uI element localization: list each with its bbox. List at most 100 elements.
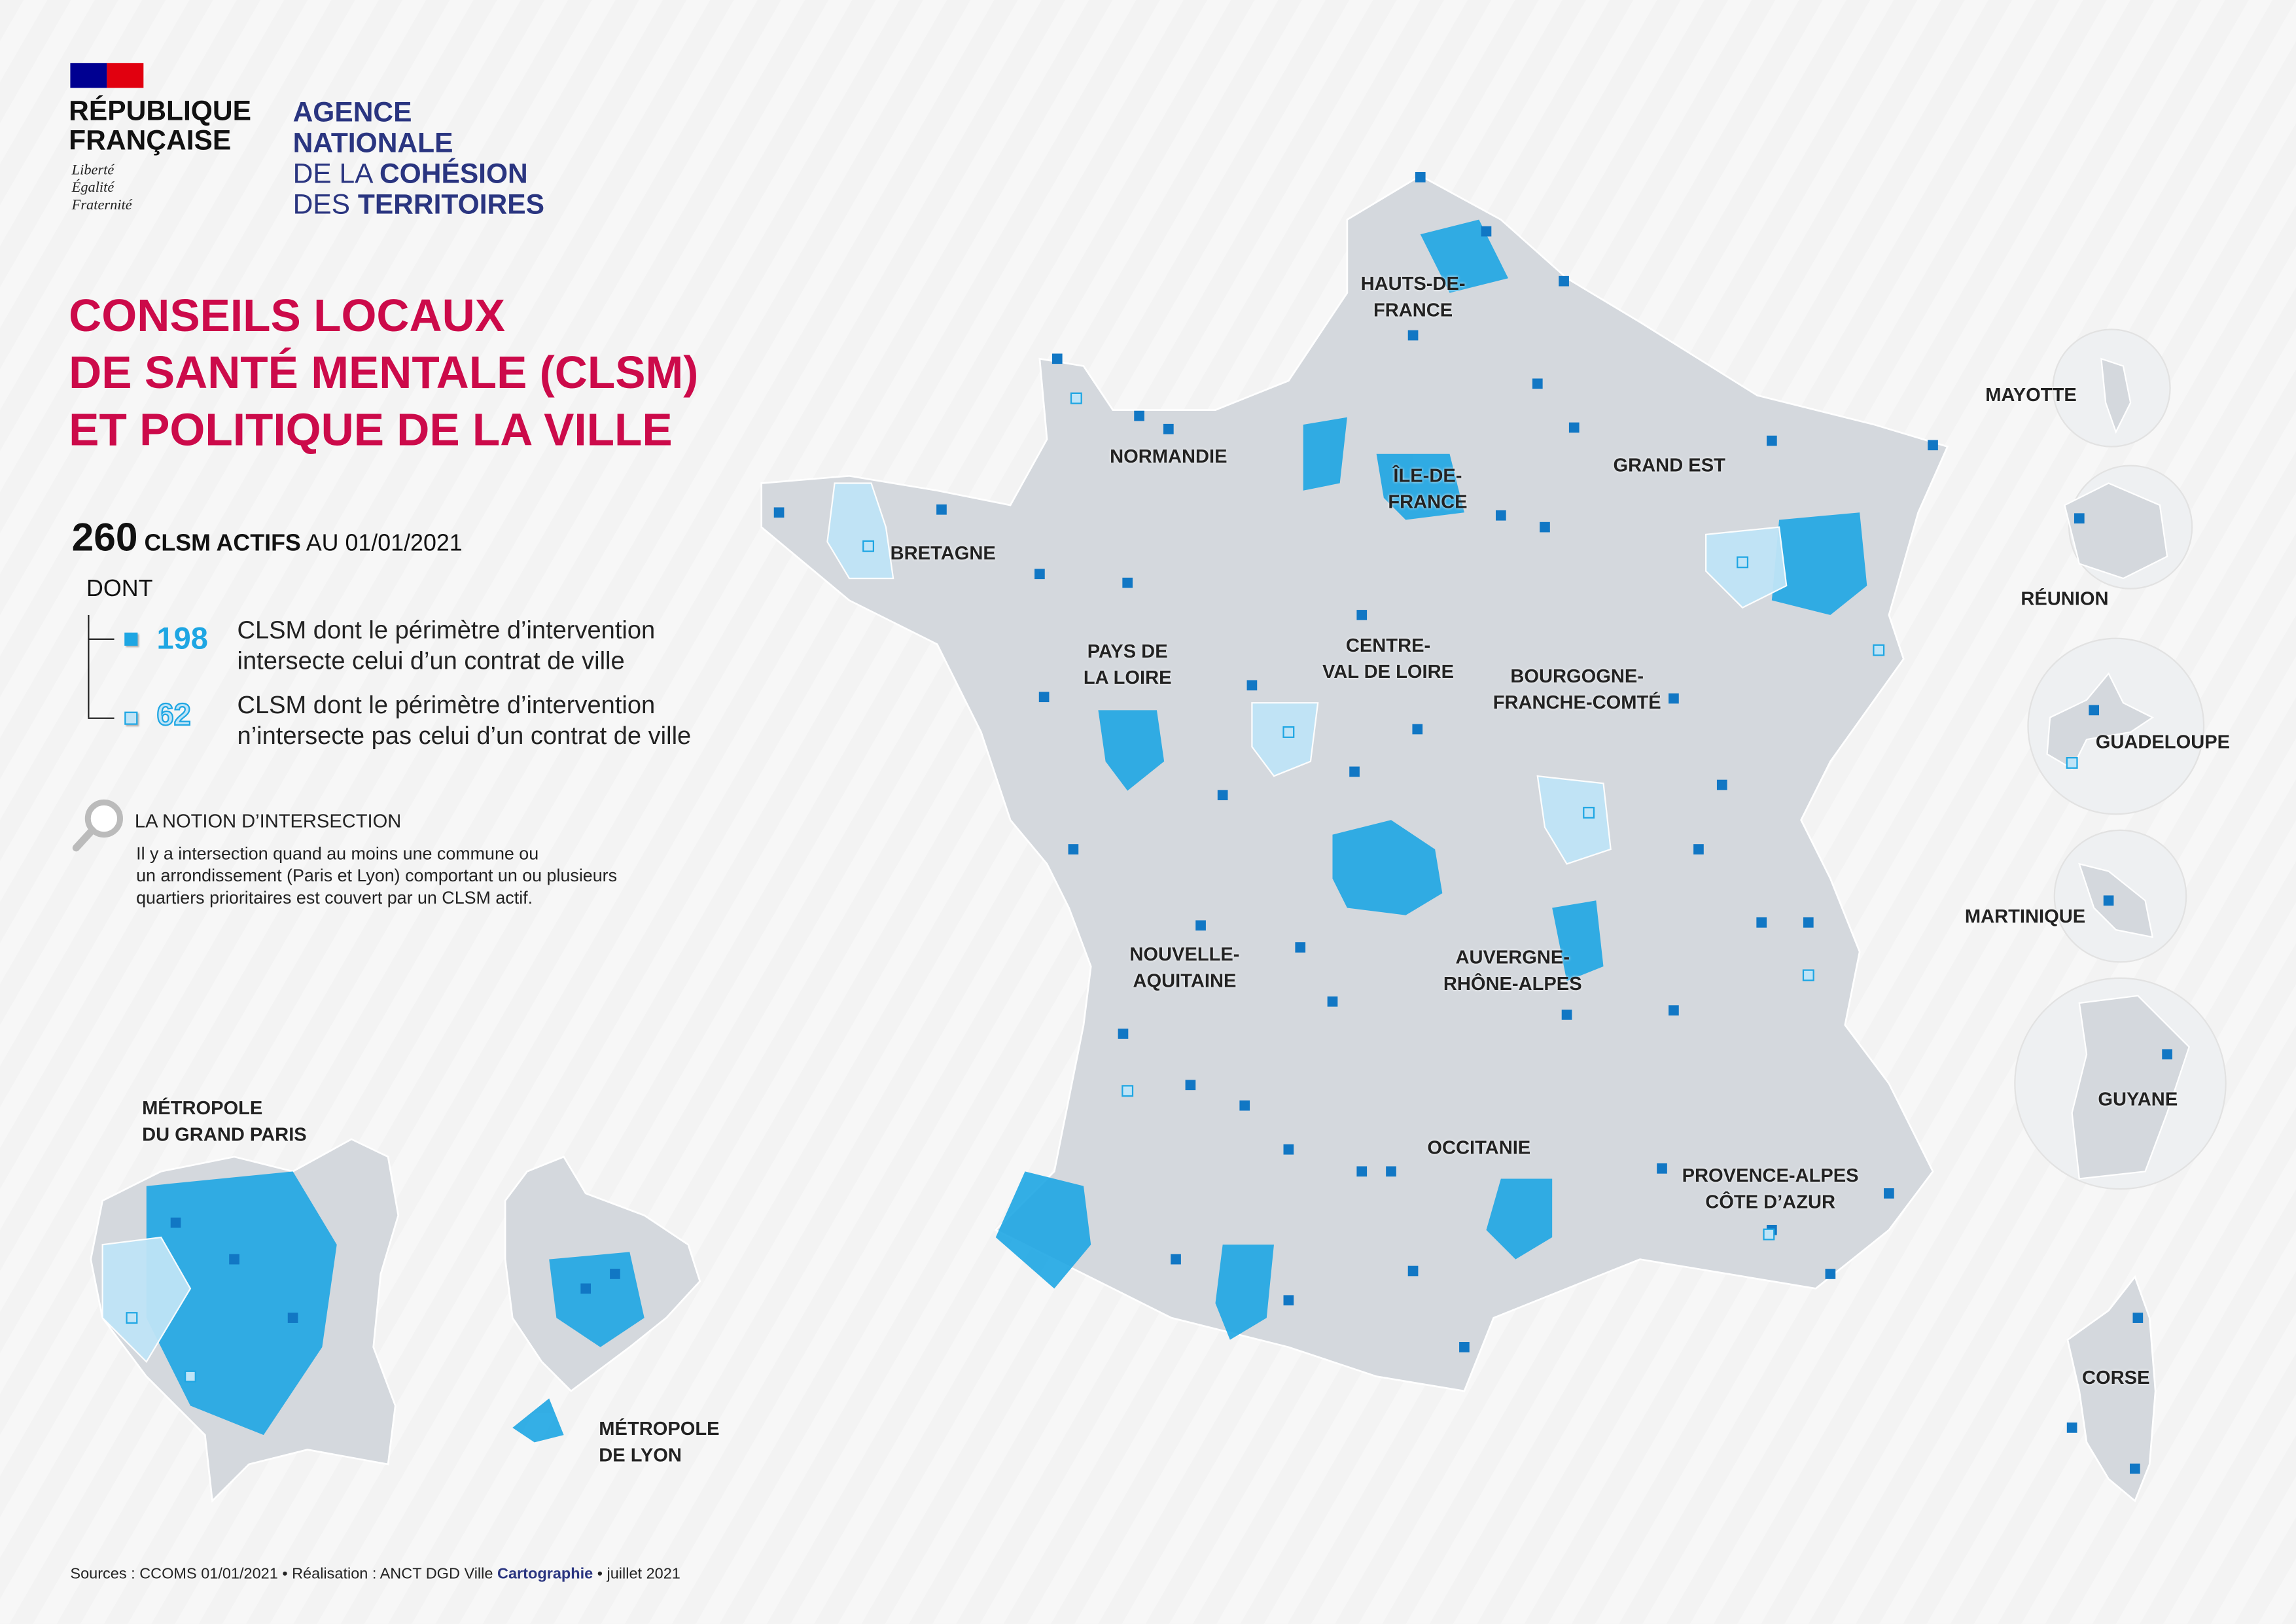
- clsm-marker-intersect: [1034, 569, 1045, 580]
- clsm-marker-intersect: [1559, 275, 1569, 287]
- region-label-mayotte: MAYOTTE: [1985, 382, 2077, 408]
- clsm-marker-intersect: [1327, 996, 1338, 1007]
- clsm-total: 260 CLSM ACTIFS AU 01/01/2021: [72, 516, 463, 561]
- notion-line: un arrondissement (Paris et Lyon) compor…: [136, 865, 618, 886]
- legend-bracket: [88, 614, 116, 718]
- clsm-marker-intersect: [1415, 171, 1426, 183]
- clsm-marker-no-intersect: [184, 1370, 196, 1383]
- region-label-guyane: GUYANE: [2098, 1087, 2178, 1113]
- clsm-marker-intersect: [610, 1269, 620, 1279]
- clsm-marker-intersect: [1386, 1166, 1396, 1177]
- clsm-marker-no-intersect: [126, 1312, 138, 1324]
- anct-line: TERRITOIRES: [357, 190, 544, 221]
- label-line: FRANCE: [1388, 490, 1468, 513]
- clsm-area-no-intersect: [101, 1236, 192, 1364]
- clsm-marker-intersect: [2089, 705, 2100, 716]
- clsm-marker-intersect: [1134, 410, 1144, 421]
- region-label-martinique: MARTINIQUE: [1965, 904, 2085, 930]
- clsm-marker-no-intersect: [1802, 969, 1814, 981]
- clsm-marker-intersect: [1217, 790, 1228, 801]
- label-line: PROVENCE-ALPES: [1682, 1164, 1859, 1186]
- clsm-area-no-intersect: [1251, 702, 1319, 777]
- title-line: ET POLITIQUE DE LA VILLE: [69, 404, 673, 455]
- magnifier-icon: [72, 799, 123, 852]
- logo-line: RÉPUBLIQUE: [69, 96, 251, 128]
- title-line: CONSEILS LOCAUX: [69, 290, 506, 342]
- clsm-marker-intersect: [580, 1283, 591, 1294]
- label-line: VAL DE LOIRE: [1322, 660, 1455, 682]
- legend-swatch-no-intersect: [124, 711, 138, 725]
- carto-text: Cartographie: [497, 1565, 593, 1583]
- title-line: DE SANTÉ MENTALE (CLSM): [69, 347, 699, 398]
- label-line: AQUITAINE: [1133, 969, 1237, 992]
- clsm-marker-intersect: [1669, 1005, 1679, 1015]
- total-count: 260: [71, 515, 138, 559]
- clsm-marker-intersect: [1239, 1100, 1250, 1111]
- clsm-marker-intersect: [1669, 693, 1679, 704]
- clsm-marker-no-intersect: [1583, 807, 1595, 819]
- martinique-island: [2078, 862, 2154, 938]
- clsm-marker-intersect: [287, 1313, 298, 1323]
- clsm-marker-no-intersect: [1282, 726, 1295, 738]
- clsm-marker-intersect: [1407, 1265, 1419, 1277]
- inset-label-lyon: MÉTROPOLE DE LYON: [599, 1416, 719, 1469]
- clsm-marker-intersect: [1171, 1254, 1181, 1265]
- legend-text-no-intersect: CLSM dont le périmètre d’intervention n’i…: [238, 690, 692, 751]
- legend-text-intersect: CLSM dont le périmètre d’intervention int…: [238, 615, 656, 677]
- anct-logo: AGENCE NATIONALE DE LA COHÉSION DES TERR…: [293, 98, 544, 221]
- clsm-marker-intersect: [1038, 692, 1050, 703]
- clsm-marker-intersect: [1246, 680, 1258, 691]
- clsm-marker-intersect: [1283, 1144, 1294, 1155]
- region-label-bfc: BOURGOGNE- FRANCHE-COMTÉ: [1493, 663, 1661, 716]
- clsm-marker-no-intersect: [1737, 556, 1749, 569]
- label-line: OCCITANIE: [1427, 1136, 1531, 1159]
- label-line: RHÔNE-ALPES: [1443, 972, 1582, 995]
- page-title: CONSEILS LOCAUX DE SANTÉ MENTALE (CLSM) ET…: [69, 287, 698, 459]
- legend-swatch-intersect: [124, 632, 138, 646]
- anct-line: NATIONALE: [292, 128, 453, 160]
- notion-text: Il y a intersection quand au moins une c…: [136, 843, 617, 909]
- clsm-marker-intersect: [1657, 1163, 1667, 1174]
- notion-line: quartiers prioritaires est couvert par u…: [136, 887, 533, 908]
- clsm-marker-intersect: [1068, 844, 1079, 855]
- marianne-logo: [70, 63, 144, 88]
- clsm-marker-intersect: [1122, 577, 1133, 588]
- anct-line: AGENCE: [292, 97, 412, 129]
- region-label-paca: PROVENCE-ALPES CÔTE D’AZUR: [1682, 1163, 1859, 1216]
- clsm-marker-intersect: [1118, 1029, 1129, 1039]
- clsm-marker-intersect: [1693, 844, 1704, 855]
- clsm-marker-no-intersect: [1070, 392, 1082, 404]
- clsm-marker-intersect: [1540, 521, 1550, 533]
- clsm-marker-intersect: [1561, 1010, 1572, 1020]
- legend-bracket: [88, 638, 115, 640]
- clsm-marker-no-intersect: [1122, 1085, 1134, 1097]
- notion-heading: LA NOTION D’INTERSECTION: [134, 809, 402, 832]
- mayotte-island: [2100, 357, 2132, 434]
- clsm-marker-intersect: [936, 504, 947, 515]
- anct-line: DE LA: [292, 159, 372, 190]
- label-line: LA LOIRE: [1083, 666, 1172, 688]
- label-line: CÔTE D’AZUR: [1705, 1190, 1836, 1212]
- region-label-na: NOUVELLE- AQUITAINE: [1129, 942, 1239, 995]
- clsm-marker-intersect: [2103, 895, 2114, 906]
- date-text: • juillet 2021: [597, 1565, 680, 1583]
- total-date: AU 01/01/2021: [306, 531, 463, 557]
- legend-line: CLSM dont le périmètre d’intervention: [237, 616, 656, 644]
- clsm-marker-intersect: [170, 1217, 181, 1228]
- clsm-marker-intersect: [1825, 1269, 1836, 1279]
- label-line: MÉTROPOLE: [599, 1417, 720, 1439]
- clsm-area: [1332, 820, 1443, 915]
- clsm-marker-intersect: [1356, 610, 1368, 620]
- clsm-marker-intersect: [2130, 1463, 2140, 1474]
- label-line: DU GRAND PARIS: [142, 1123, 307, 1146]
- label-line: DE LYON: [599, 1443, 682, 1466]
- label-line: AUVERGNE-: [1455, 945, 1570, 968]
- clsm-marker-intersect: [1185, 1080, 1196, 1091]
- reunion-island: [2064, 482, 2168, 580]
- region-label-idf: ÎLE-DE- FRANCE: [1388, 463, 1467, 516]
- label-line: BOURGOGNE-: [1510, 665, 1644, 687]
- corse-island: [2066, 1275, 2157, 1503]
- clsm-area: [1771, 512, 1867, 615]
- label-line: PAYS DE: [1087, 639, 1168, 662]
- guyane-territory: [2071, 995, 2190, 1180]
